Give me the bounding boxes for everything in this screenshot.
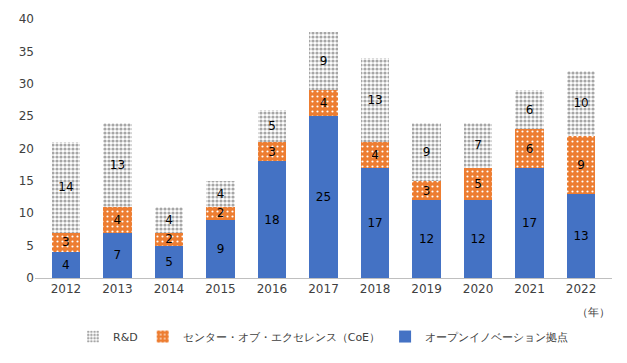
svg-text:12: 12 — [419, 232, 434, 246]
svg-text:R&D: R&D — [113, 331, 138, 344]
svg-text:2021: 2021 — [514, 282, 545, 296]
svg-text:30: 30 — [19, 77, 34, 91]
svg-text:2: 2 — [165, 232, 173, 246]
svg-text:12: 12 — [470, 232, 485, 246]
svg-text:3: 3 — [62, 235, 70, 249]
svg-text:5: 5 — [26, 239, 34, 253]
svg-text:17: 17 — [367, 216, 382, 230]
svg-text:25: 25 — [316, 190, 331, 204]
svg-text:2022: 2022 — [566, 282, 597, 296]
svg-text:0: 0 — [26, 271, 34, 285]
svg-text:9: 9 — [577, 158, 585, 172]
svg-text:14: 14 — [58, 180, 73, 194]
svg-text:13: 13 — [573, 229, 588, 243]
svg-text:13: 13 — [367, 93, 382, 107]
svg-text:2017: 2017 — [308, 282, 339, 296]
svg-text:3: 3 — [423, 184, 431, 198]
svg-text:2019: 2019 — [411, 282, 442, 296]
svg-text:5: 5 — [165, 255, 173, 269]
svg-text:2013: 2013 — [102, 282, 133, 296]
svg-text:18: 18 — [264, 213, 279, 227]
svg-text:3: 3 — [268, 145, 276, 159]
svg-text:20: 20 — [19, 142, 34, 156]
svg-text:5: 5 — [474, 177, 482, 191]
svg-text:9: 9 — [423, 145, 431, 159]
svg-text:9: 9 — [320, 54, 328, 68]
svg-text:2016: 2016 — [257, 282, 288, 296]
svg-text:2012: 2012 — [51, 282, 82, 296]
svg-text:15: 15 — [19, 174, 34, 188]
svg-text:5: 5 — [268, 119, 276, 133]
svg-text:2014: 2014 — [154, 282, 185, 296]
svg-text:4: 4 — [371, 148, 379, 162]
svg-text:25: 25 — [19, 109, 34, 123]
svg-text:4: 4 — [320, 96, 328, 110]
svg-text:13: 13 — [110, 158, 125, 172]
svg-text:4: 4 — [114, 213, 122, 227]
svg-text:（年）: （年） — [577, 306, 610, 319]
svg-text:17: 17 — [522, 216, 537, 230]
svg-text:オープンイノベーション拠点: オープンイノベーション拠点 — [425, 331, 568, 344]
svg-text:40: 40 — [19, 12, 34, 26]
svg-text:9: 9 — [217, 242, 225, 256]
svg-text:2: 2 — [217, 206, 225, 220]
svg-text:4: 4 — [62, 258, 70, 272]
svg-text:6: 6 — [526, 142, 534, 156]
svg-text:4: 4 — [217, 187, 225, 201]
svg-text:10: 10 — [573, 96, 588, 110]
svg-text:10: 10 — [19, 206, 34, 220]
svg-text:4: 4 — [165, 213, 173, 227]
svg-text:7: 7 — [474, 138, 482, 152]
svg-text:35: 35 — [19, 45, 34, 59]
svg-text:2020: 2020 — [463, 282, 494, 296]
svg-text:7: 7 — [114, 248, 122, 262]
svg-text:6: 6 — [526, 103, 534, 117]
svg-text:2018: 2018 — [360, 282, 391, 296]
svg-text:センター・オブ・エクセレンス（CoE）: センター・オブ・エクセレンス（CoE） — [183, 331, 380, 344]
svg-text:2015: 2015 — [205, 282, 236, 296]
